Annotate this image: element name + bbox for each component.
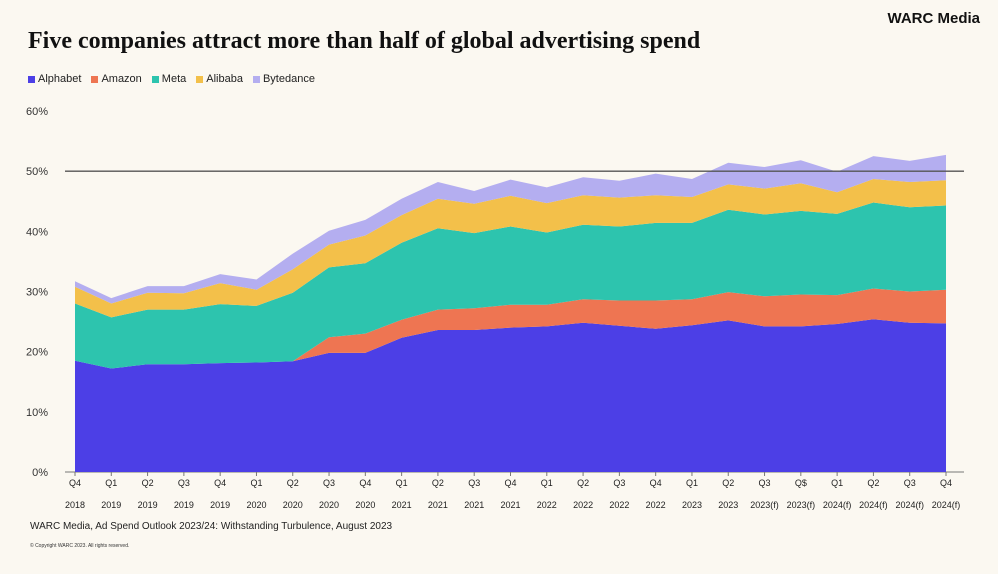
x-tick-label-quarter: Q2 <box>577 478 589 488</box>
x-tick-label-quarter: Q3 <box>759 478 771 488</box>
x-tick-label-quarter: Q4 <box>940 478 952 488</box>
legend-swatch <box>252 75 260 83</box>
legend-label: Meta <box>161 73 187 85</box>
brand-logo: WARC Media <box>887 10 980 27</box>
legend-item-alibaba: Alibaba <box>196 73 243 85</box>
x-tick-label-quarter: Q1 <box>831 478 843 488</box>
x-tick-label-quarter: Q1 <box>541 478 553 488</box>
x-tick-label-quarter: Q1 <box>105 478 117 488</box>
x-tick-label-quarter: Q3 <box>323 478 335 488</box>
y-tick-label: 20% <box>26 347 48 359</box>
area-series-alibaba <box>75 179 946 318</box>
y-tick-label: 60% <box>26 106 48 118</box>
x-tick-label-year: 2021 <box>428 500 448 510</box>
y-tick-label: 10% <box>26 407 48 419</box>
x-tick-label-year: 2019 <box>174 500 194 510</box>
x-tick-label-year: 2022 <box>573 500 593 510</box>
x-tick-label-quarter: Q3 <box>613 478 625 488</box>
x-tick-label-quarter: Q2 <box>867 478 879 488</box>
x-tick-label-quarter: Q1 <box>250 478 262 488</box>
legend-label: Bytedance <box>262 73 315 85</box>
y-axis: 0% 10% 20% 30% 40% 50% 60% <box>26 106 48 479</box>
x-tick-label-quarter: Q4 <box>69 478 81 488</box>
y-tick-label: 50% <box>26 166 48 178</box>
x-tick-label-quarter: Q4 <box>650 478 662 488</box>
legend-swatch <box>151 75 159 83</box>
x-tick-label-year: 2022 <box>537 500 557 510</box>
x-tick-label-quarter: Q2 <box>287 478 299 488</box>
x-tick-label-quarter: Q4 <box>504 478 516 488</box>
source-text: WARC Media, Ad Spend Outlook 2023/24: Wi… <box>30 521 393 532</box>
y-tick-label: 30% <box>26 287 48 299</box>
x-tick-label-year: 2023(f) <box>787 500 816 510</box>
x-tick-label-quarter: Q3 <box>178 478 190 488</box>
y-tick-label: 40% <box>26 226 48 238</box>
x-tick-label-quarter: Q1 <box>686 478 698 488</box>
x-tick-label-quarter: Q4 <box>214 478 226 488</box>
x-tick-label-year: 2021 <box>392 500 412 510</box>
legend-item-bytedance: Bytedance <box>252 73 315 85</box>
legend-item-meta: Meta <box>151 73 187 85</box>
x-axis: Q4 2018 Q1 2019 Q2 2019 Q3 2019 Q4 2019 Q1 2020 Q2 20… <box>65 472 960 510</box>
x-tick-label-year: 2019 <box>210 500 230 510</box>
area-series-alphabet <box>75 319 946 472</box>
area-series-amazon <box>75 288 946 369</box>
x-tick-label-year: 2023(f) <box>750 500 779 510</box>
x-tick-label-quarter: Q2 <box>722 478 734 488</box>
area-series-meta <box>75 202 946 369</box>
y-tick-label: 0% <box>32 467 48 479</box>
x-tick-label-quarter: Q3 <box>468 478 480 488</box>
x-tick-label-quarter: Q3 <box>904 478 916 488</box>
area-series <box>75 154 946 472</box>
x-tick-label-year: 2019 <box>101 500 121 510</box>
legend-label: Alibaba <box>206 73 243 85</box>
copyright-note: © Copyright WARC 2023. All rights reserv… <box>30 543 130 549</box>
x-tick-label-year: 2024(f) <box>823 500 852 510</box>
legend-item-amazon: Amazon <box>91 73 142 85</box>
x-tick-label-year: 2020 <box>283 500 303 510</box>
x-tick-label-year: 2018 <box>65 500 85 510</box>
x-tick-label-year: 2024(f) <box>932 500 961 510</box>
x-tick-label-year: 2023 <box>718 500 738 510</box>
x-tick-label-quarter: Q2 <box>432 478 444 488</box>
chart-legend: Alphabet Amazon Meta Alibaba Bytedance <box>28 73 315 85</box>
x-tick-label-year: 2024(f) <box>859 500 888 510</box>
legend-item-alphabet: Alphabet <box>28 73 81 85</box>
x-tick-label-year: 2024(f) <box>895 500 924 510</box>
legend-swatch <box>196 75 204 83</box>
x-tick-label-year: 2021 <box>500 500 520 510</box>
legend-label: Amazon <box>101 73 142 85</box>
chart-title: Five companies attract more than half of… <box>28 28 701 54</box>
x-tick-label-year: 2020 <box>355 500 375 510</box>
legend-swatch <box>28 75 35 83</box>
x-tick-label-quarter: Q2 <box>142 478 154 488</box>
x-tick-label-year: 2023 <box>682 500 702 510</box>
x-tick-label-quarter: Q$ <box>795 478 807 488</box>
legend-swatch <box>91 75 99 83</box>
source-note: WARC Media, Ad Spend Outlook 2023/24: Wi… <box>30 521 392 532</box>
x-tick-label-year: 2019 <box>138 500 158 510</box>
x-tick-label-year: 2020 <box>246 500 266 510</box>
x-tick-label-quarter: Q1 <box>396 478 408 488</box>
area-series-bytedance <box>75 154 946 304</box>
x-tick-label-year: 2022 <box>609 500 629 510</box>
x-tick-label-year: 2020 <box>319 500 339 510</box>
x-tick-label-year: 2021 <box>464 500 484 510</box>
x-tick-label-quarter: Q4 <box>359 478 371 488</box>
x-tick-label-year: 2022 <box>646 500 666 510</box>
legend-label: Alphabet <box>38 73 82 85</box>
